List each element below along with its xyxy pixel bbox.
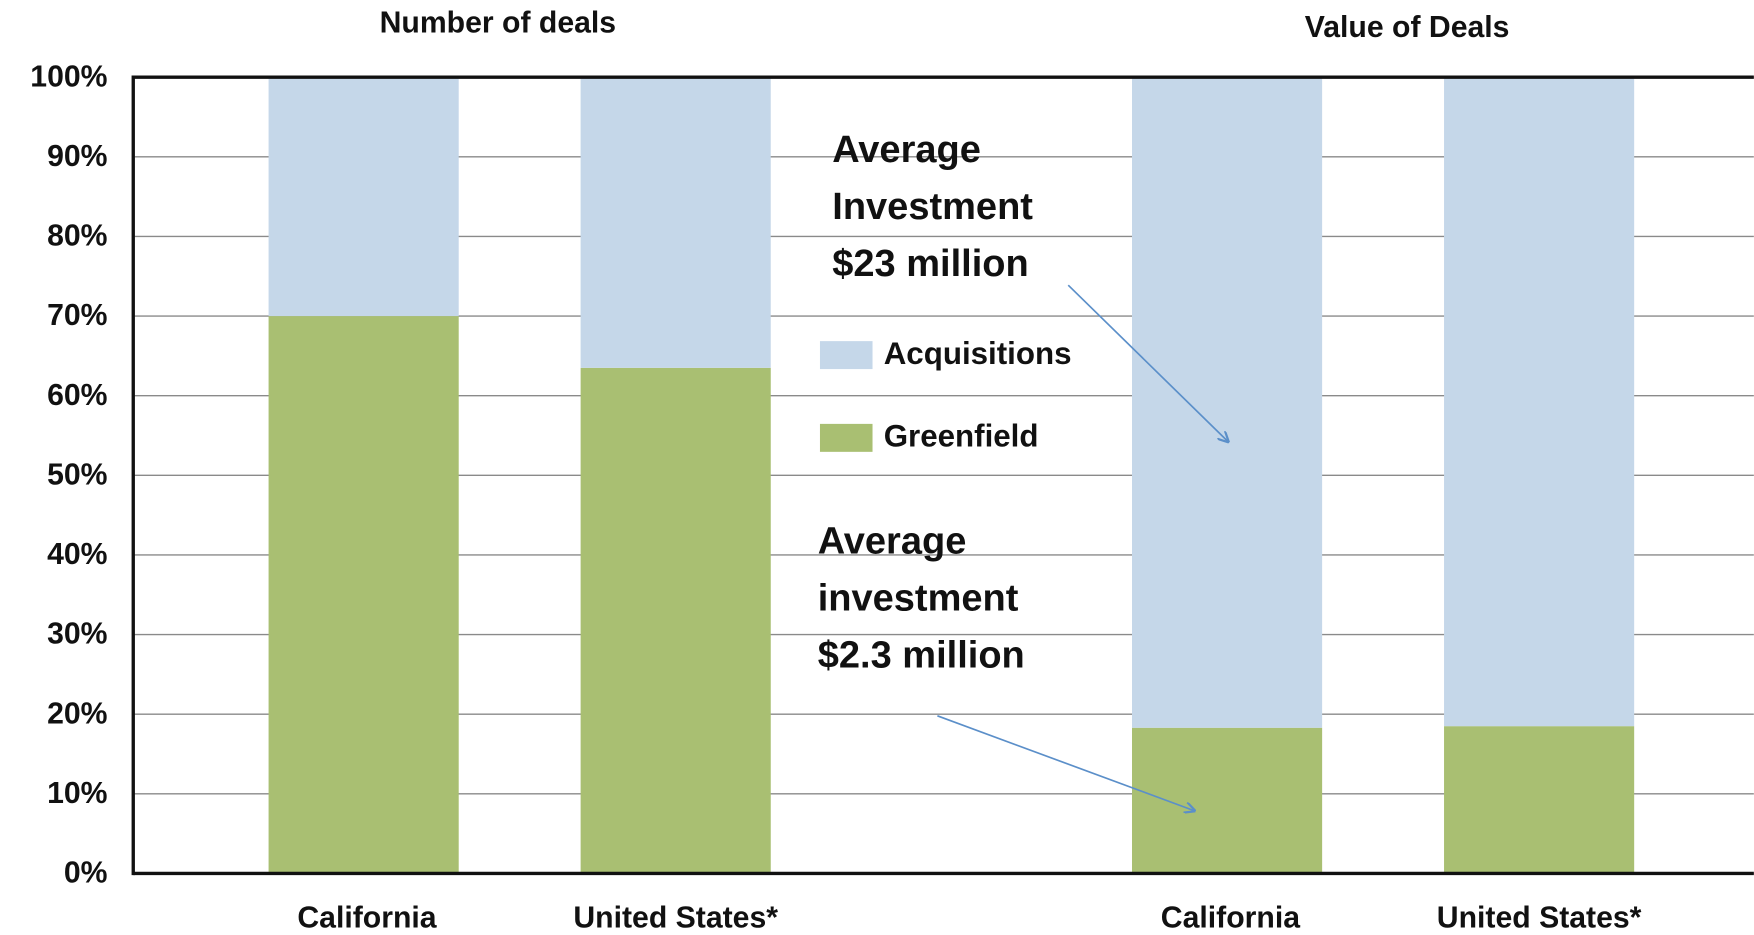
bar-segment xyxy=(580,77,771,368)
group-title: Number of deals xyxy=(380,7,617,40)
x-tick-label: United States* xyxy=(1437,901,1642,934)
legend-swatch xyxy=(819,423,873,452)
annotation: investment xyxy=(818,578,1019,620)
y-tick-label: 70% xyxy=(47,299,108,332)
annotation: $2.3 million xyxy=(818,635,1025,677)
y-tick-label: 10% xyxy=(47,777,108,810)
y-tick-label: 0% xyxy=(64,857,108,890)
labels: 0% 10% 20% 30% 40% 50% 60% 70% 80% 90% 100% Number … xyxy=(30,7,1641,935)
y-tick-label: 80% xyxy=(47,220,108,253)
bar-segment xyxy=(580,367,771,874)
legend-swatch xyxy=(819,341,873,370)
x-tick-label: United States* xyxy=(573,901,778,934)
y-tick-label: 30% xyxy=(47,618,108,651)
y-tick-label: 50% xyxy=(47,458,108,491)
bars xyxy=(268,77,1635,874)
x-tick-label: California xyxy=(297,901,436,934)
legend-label: Acquisitions xyxy=(884,336,1072,371)
y-tick-label: 60% xyxy=(47,379,108,412)
bar-segment xyxy=(1444,77,1635,727)
bar-segment xyxy=(268,316,459,874)
x-tick-label: California xyxy=(1161,901,1300,934)
annotation: Average xyxy=(832,129,981,171)
bar-segment xyxy=(1132,77,1323,728)
group-title: Value of Deals xyxy=(1305,11,1510,44)
y-tick-label: 100% xyxy=(30,60,107,93)
annotation: $23 million xyxy=(832,243,1028,285)
arrow xyxy=(1067,284,1228,442)
annotation: Average xyxy=(818,521,967,563)
legend-label: Greenfield xyxy=(884,419,1039,454)
y-tick-label: 40% xyxy=(47,538,108,571)
annotation: Investment xyxy=(832,186,1033,228)
y-tick-label: 20% xyxy=(47,697,108,730)
bar-segment xyxy=(1132,727,1323,874)
axes xyxy=(131,75,1754,876)
bar-segment xyxy=(268,77,459,317)
y-tick-label: 90% xyxy=(47,140,108,173)
bar-segment xyxy=(1444,726,1635,874)
arrow xyxy=(937,715,1194,811)
